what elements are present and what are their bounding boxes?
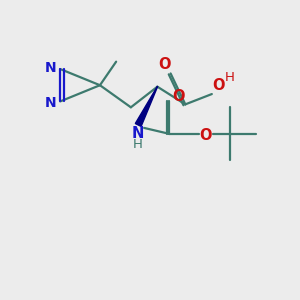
Text: O: O	[158, 57, 170, 72]
Text: O: O	[212, 78, 225, 93]
Text: N: N	[45, 61, 57, 75]
Polygon shape	[135, 87, 158, 126]
Text: H: H	[225, 71, 235, 84]
Text: N: N	[131, 126, 144, 141]
Text: N: N	[45, 96, 57, 110]
Text: H: H	[133, 138, 142, 151]
Text: O: O	[172, 88, 185, 104]
Text: O: O	[200, 128, 212, 143]
